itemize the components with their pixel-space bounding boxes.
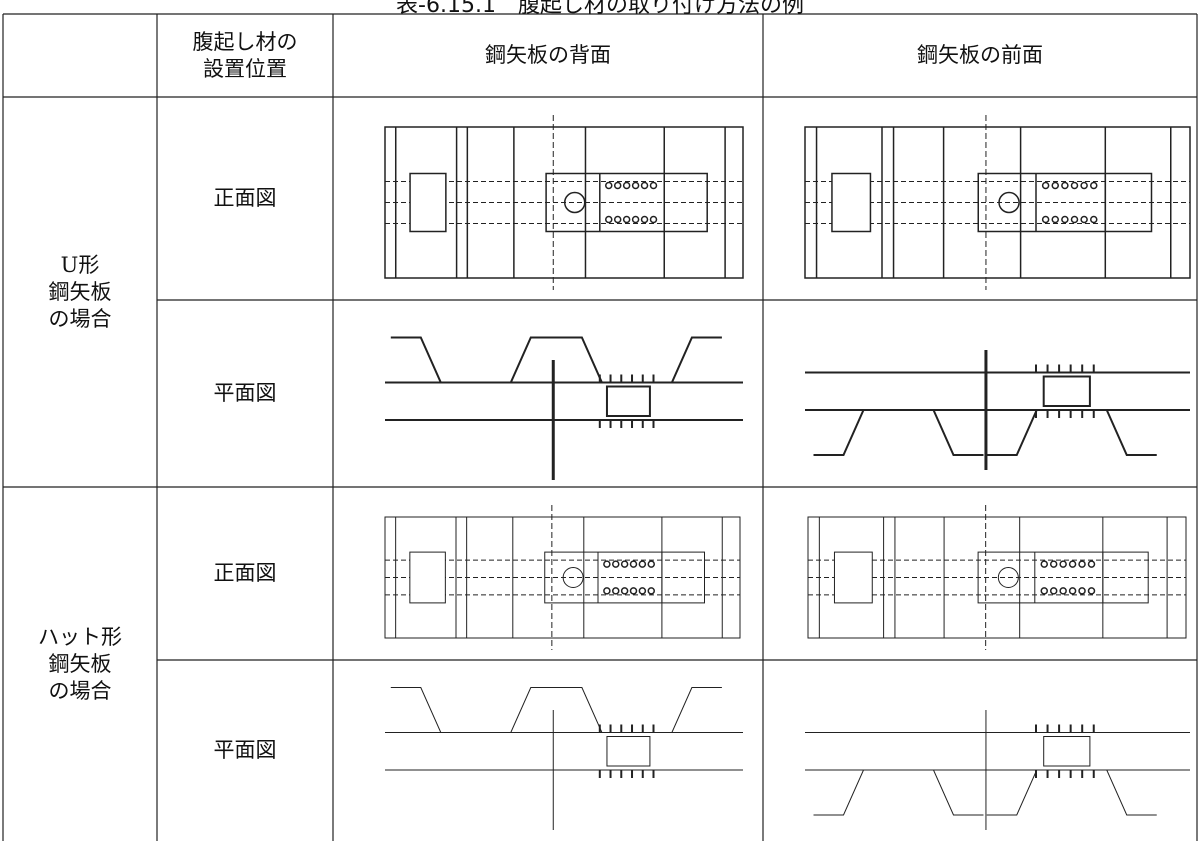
group-line: 鋼矢板 <box>48 651 112 676</box>
group-line: ハット形 <box>38 624 122 649</box>
view-label: 正面図 <box>213 561 277 585</box>
plate <box>977 172 1153 233</box>
plate <box>409 551 446 604</box>
bolt <box>1049 560 1058 568</box>
nut <box>563 191 586 214</box>
plate <box>1043 736 1091 767</box>
sheet-pile <box>986 769 1157 816</box>
bolt <box>1061 181 1069 190</box>
bolt <box>640 215 649 224</box>
bolt <box>603 587 611 595</box>
bolt <box>622 181 631 190</box>
plate <box>1042 375 1091 407</box>
bolt <box>1041 181 1050 190</box>
bolt <box>605 181 613 190</box>
bolt <box>622 215 631 224</box>
bolt <box>1051 215 1059 224</box>
plate <box>606 736 651 767</box>
bolt <box>612 560 620 568</box>
bolt <box>1068 560 1077 568</box>
group-line: の場合 <box>48 306 112 331</box>
bolt <box>1087 560 1096 568</box>
bolt <box>1059 587 1067 595</box>
group-line: の場合 <box>48 678 112 703</box>
bolt <box>638 560 647 568</box>
bolt <box>1090 215 1098 224</box>
group-label: ハット形 鋼矢板 の場合 <box>3 487 157 841</box>
sheet-pile <box>390 687 561 733</box>
sheet-pile <box>551 687 722 733</box>
bolt <box>1080 215 1088 224</box>
bolt <box>629 560 638 568</box>
plate <box>409 172 447 233</box>
header-line: 設置位置 <box>203 56 287 81</box>
header-cell: 腹起し材の 設置位置 <box>157 14 333 97</box>
bolt <box>620 587 629 595</box>
bolt <box>1087 587 1096 595</box>
bolt <box>1040 560 1048 568</box>
plate <box>831 172 872 233</box>
sheet-pile <box>390 336 561 384</box>
bolt <box>649 181 658 190</box>
group-line: 鋼矢板 <box>48 279 112 304</box>
plate <box>605 385 651 417</box>
nut <box>997 567 1019 588</box>
bolt <box>1078 587 1086 595</box>
bolt <box>647 587 655 595</box>
bolt <box>640 181 649 190</box>
view-label: 平面図 <box>213 381 277 405</box>
bolt <box>631 215 640 224</box>
bolt <box>1059 560 1067 568</box>
sheet-pile <box>551 336 722 384</box>
bolt <box>1040 587 1048 595</box>
header-line: 腹起し材の <box>192 29 298 54</box>
bolt <box>612 587 620 595</box>
bolt <box>1078 560 1086 568</box>
plate <box>833 551 873 604</box>
bolt <box>620 560 629 568</box>
bolt <box>1041 215 1050 224</box>
sheet-pile <box>986 409 1157 456</box>
header-cell: 鋼矢板の前面 <box>763 14 1197 97</box>
bolt <box>603 560 611 568</box>
bolt <box>638 587 647 595</box>
bolt <box>631 181 640 190</box>
nut <box>562 567 584 588</box>
bolt <box>649 215 658 224</box>
header-line: 鋼矢板の前面 <box>917 43 1043 67</box>
bolt <box>1090 181 1098 190</box>
nut <box>998 191 1020 214</box>
group-line: U形 <box>60 252 100 277</box>
plate <box>977 551 1149 604</box>
plate <box>544 551 705 604</box>
bolt <box>1080 181 1088 190</box>
bolt <box>1070 215 1079 224</box>
bolt <box>1049 587 1058 595</box>
bolt <box>605 215 613 224</box>
sheet-pile <box>813 769 984 816</box>
bolt <box>1070 181 1079 190</box>
bolt <box>1061 215 1069 224</box>
plate <box>545 172 708 233</box>
bolt <box>1051 181 1059 190</box>
bolt <box>613 181 622 190</box>
view-label: 正面図 <box>213 186 277 210</box>
sheet-pile <box>813 409 984 456</box>
bolt <box>1068 587 1077 595</box>
view-label: 平面図 <box>213 738 277 762</box>
header-line: 鋼矢板の背面 <box>485 43 611 67</box>
bolt <box>647 560 655 568</box>
header-cell: 鋼矢板の背面 <box>333 14 763 97</box>
group-label: U形 鋼矢板 の場合 <box>3 97 157 487</box>
bolt <box>629 587 638 595</box>
bolt <box>613 215 622 224</box>
